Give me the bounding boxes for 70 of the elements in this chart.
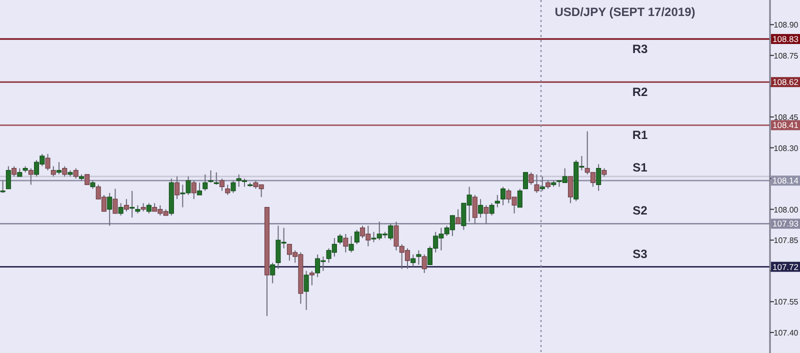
candlestick <box>202 174 208 192</box>
y-tick-label: 108.90 <box>774 20 799 30</box>
candlestick <box>517 188 522 208</box>
ref-line-label: S2 <box>632 204 648 218</box>
candlestick <box>494 194 500 208</box>
y-tick-label: 108.45 <box>774 112 799 122</box>
candlestick <box>84 174 90 186</box>
y-tick-label: 108.00 <box>774 205 799 214</box>
candlestick <box>304 270 309 310</box>
candlestick <box>6 166 11 190</box>
y-tick-label: 108.30 <box>774 144 799 153</box>
candlestick <box>596 164 602 192</box>
candlestick <box>0 180 6 194</box>
candlestick <box>500 186 506 206</box>
candlestick <box>354 229 360 245</box>
candlestick <box>191 180 196 200</box>
candlestick <box>220 178 225 192</box>
candlestick <box>456 208 461 224</box>
candlestick <box>146 202 152 214</box>
candlestick <box>270 262 276 284</box>
candlestick <box>489 202 494 216</box>
candlestick <box>73 168 78 180</box>
candlestick <box>484 204 489 224</box>
annotation: 108.14 <box>772 176 799 186</box>
y-tick-label: 108.75 <box>774 51 799 60</box>
candlestick <box>62 166 68 177</box>
candlestick <box>197 182 202 196</box>
candlestick <box>568 176 573 204</box>
y-tick-label: 107.85 <box>774 236 799 246</box>
candlestick <box>12 166 17 177</box>
ref-line-label: R1 <box>632 128 648 142</box>
candlestick <box>309 270 314 286</box>
candlestick <box>28 168 34 186</box>
ref-line-label: R3 <box>632 42 648 56</box>
annotation: 107.93 <box>772 218 799 229</box>
candlestick <box>45 153 50 171</box>
chart-title: USD/JPY (SEPT 17/2019) <box>554 5 696 19</box>
annotation: 108.83 <box>772 34 799 44</box>
candlestick <box>422 254 427 274</box>
y-tick-label: 107.40 <box>774 328 799 338</box>
candlestick <box>225 184 230 196</box>
candlestick <box>534 174 540 194</box>
annotation: 107.72 <box>772 262 799 272</box>
candlestick <box>118 202 124 216</box>
annotation: 108.62 <box>772 77 799 88</box>
candlestick <box>416 250 422 266</box>
candlestick <box>56 162 62 175</box>
candlestick <box>208 170 214 184</box>
candlestick <box>107 192 112 226</box>
ref-line-label: S3 <box>632 246 648 261</box>
candlestick <box>112 188 118 214</box>
candlestick <box>130 190 135 218</box>
candlestick <box>472 194 478 224</box>
candlestick <box>124 198 129 212</box>
candlestick <box>410 254 416 268</box>
candlestick <box>540 176 545 192</box>
ref-line-label: R2 <box>632 85 648 100</box>
candlestick <box>214 172 219 186</box>
candlestick <box>348 236 354 253</box>
candlestick <box>174 176 180 200</box>
candlestick <box>478 198 484 218</box>
candlestick <box>528 172 534 186</box>
candlestick <box>343 233 348 253</box>
candlestick <box>230 180 236 194</box>
candlestick <box>338 233 343 245</box>
annotation: 108.41 <box>772 120 799 130</box>
candlestick <box>523 172 528 190</box>
candlestick <box>50 166 56 177</box>
y-tick-label: 107.55 <box>774 298 799 307</box>
ref-line-label: S1 <box>632 160 648 175</box>
